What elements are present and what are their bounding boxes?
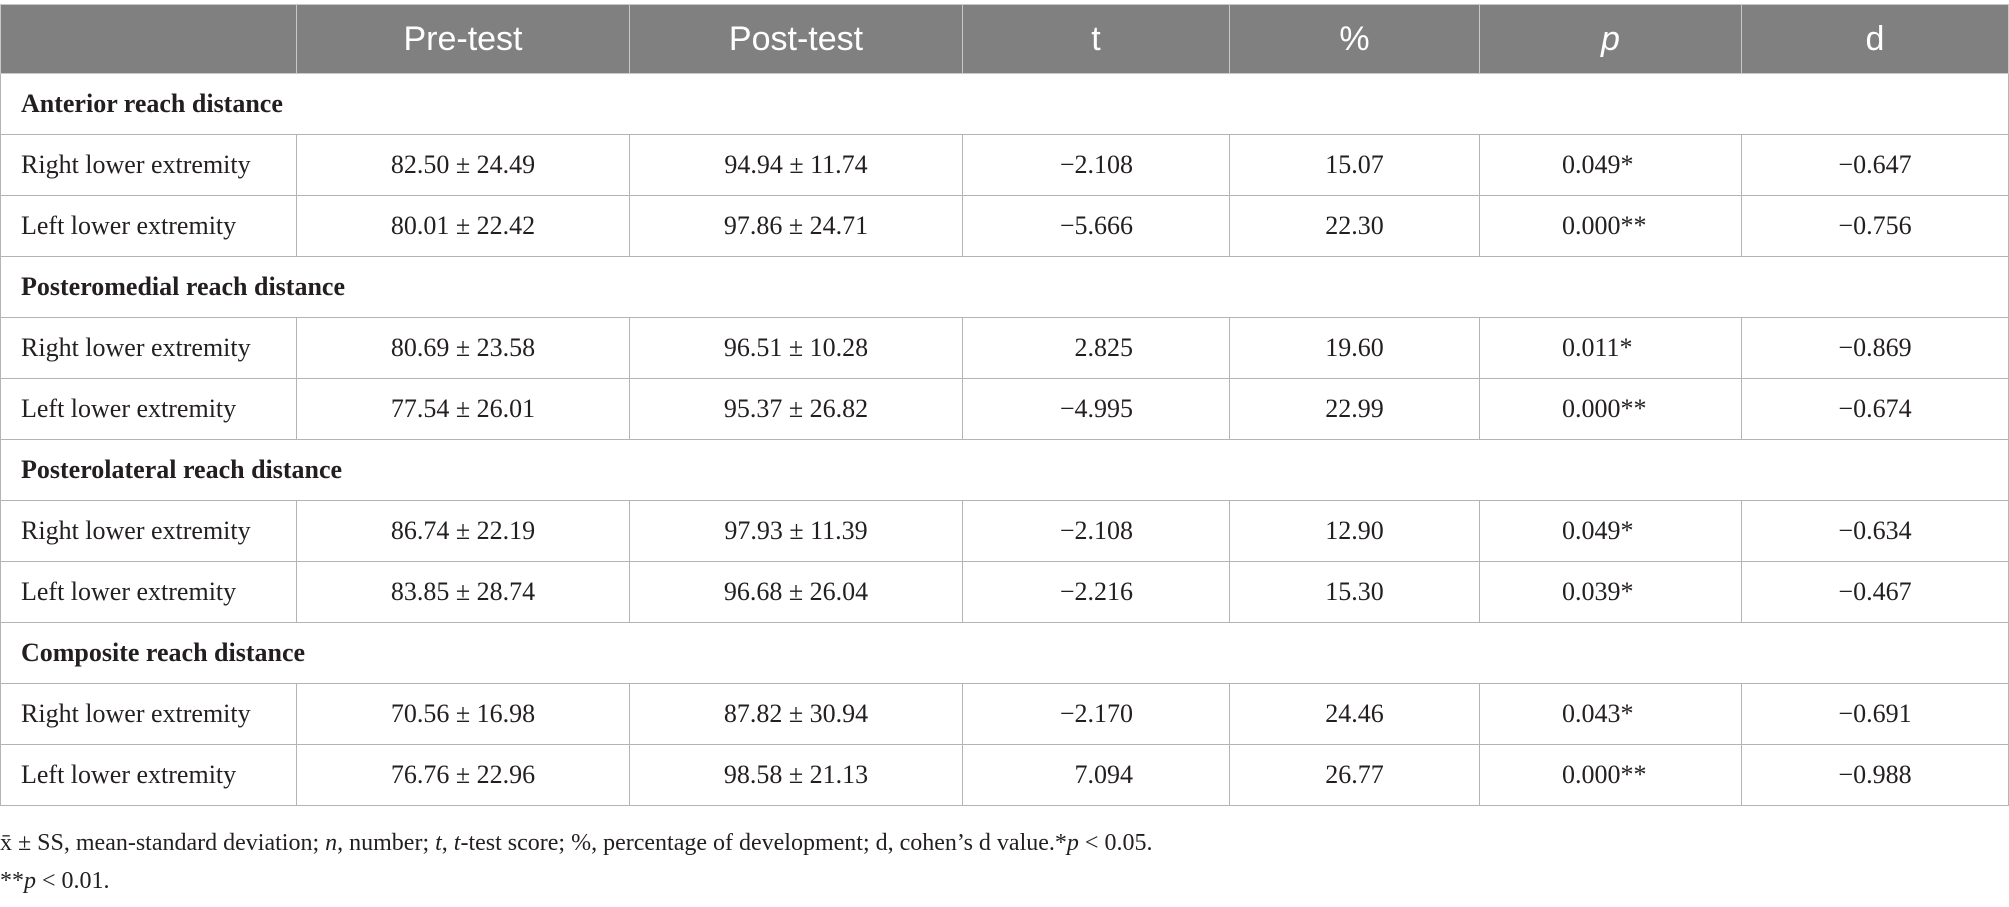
p-cell: 0.000** [1479, 195, 1742, 257]
header-d: d [1741, 4, 2009, 74]
d-cell: −0.988 [1741, 744, 2009, 806]
section-row: Composite reach distance [0, 622, 2009, 684]
pre-test-cell: 83.85 ± 28.74 [296, 561, 630, 623]
d-cell: −0.756 [1741, 195, 2009, 257]
d-cell: −0.869 [1741, 317, 2009, 379]
row-label: Left lower extremity [0, 744, 297, 806]
header-empty [0, 4, 297, 74]
d-cell: −0.647 [1741, 134, 2009, 196]
footnote-italic-n: n [325, 830, 338, 856]
row-label: Right lower extremity [0, 500, 297, 562]
percent-cell: 26.77 [1229, 744, 1480, 806]
p-cell: 0.000** [1479, 378, 1742, 440]
section-row: Posteromedial reach distance [0, 256, 2009, 318]
post-test-cell: 97.93 ± 11.39 [629, 500, 963, 562]
header-p: p [1479, 4, 1742, 74]
t-cell: 7.094 [962, 744, 1230, 806]
header-post-test: Post-test [629, 4, 963, 74]
footnote-text: < 0.05. [1078, 830, 1153, 856]
t-cell: −4.995 [962, 378, 1230, 440]
footnote-italic-p: p [24, 868, 36, 894]
percent-cell: 12.90 [1229, 500, 1480, 562]
row-label: Right lower extremity [0, 317, 297, 379]
footnote-italic-p: p [1066, 830, 1079, 856]
d-cell: −0.467 [1741, 561, 2009, 623]
table-row: Left lower extremity 83.85 ± 28.74 96.68… [0, 561, 2009, 623]
row-label: Left lower extremity [0, 195, 297, 257]
section-title: Posterolateral reach distance [0, 439, 2009, 501]
percent-cell: 22.99 [1229, 378, 1480, 440]
table-row: Right lower extremity 82.50 ± 24.49 94.9… [0, 134, 2009, 196]
t-cell: −5.666 [962, 195, 1230, 257]
p-cell: 0.039* [1479, 561, 1742, 623]
d-cell: −0.691 [1741, 683, 2009, 745]
pre-test-cell: 70.56 ± 16.98 [296, 683, 630, 745]
table-row: Right lower extremity 80.69 ± 23.58 96.5… [0, 317, 2009, 379]
footnote-italic-t: t [453, 830, 461, 856]
t-cell: 2.825 [962, 317, 1230, 379]
d-cell: −0.634 [1741, 500, 2009, 562]
t-cell: −2.108 [962, 134, 1230, 196]
footnote-text: , [441, 830, 454, 856]
p-cell: 0.049* [1479, 500, 1742, 562]
footnote-italic-t: t [435, 830, 442, 856]
pre-test-cell: 86.74 ± 22.19 [296, 500, 630, 562]
pre-test-cell: 80.01 ± 22.42 [296, 195, 630, 257]
section-row: Posterolateral reach distance [0, 439, 2009, 501]
table-footnote-2: **p < 0.01. [0, 868, 110, 895]
footnote-text: x̄ ± SS, mean-standard deviation; [0, 830, 326, 856]
footnote-text: ** [0, 868, 24, 894]
header-t: t [962, 4, 1230, 74]
t-cell: −2.170 [962, 683, 1230, 745]
table-row: Right lower extremity 86.74 ± 22.19 97.9… [0, 500, 2009, 562]
post-test-cell: 87.82 ± 30.94 [629, 683, 963, 745]
t-cell: −2.108 [962, 500, 1230, 562]
results-table: Pre-test Post-test t % p d Anterior reac… [0, 4, 2009, 806]
footnote-text: < 0.01. [36, 868, 110, 894]
post-test-cell: 94.94 ± 11.74 [629, 134, 963, 196]
post-test-cell: 96.68 ± 26.04 [629, 561, 963, 623]
row-label: Left lower extremity [0, 561, 297, 623]
pre-test-cell: 77.54 ± 26.01 [296, 378, 630, 440]
t-cell: −2.216 [962, 561, 1230, 623]
post-test-cell: 97.86 ± 24.71 [629, 195, 963, 257]
percent-cell: 15.30 [1229, 561, 1480, 623]
pre-test-cell: 76.76 ± 22.96 [296, 744, 630, 806]
p-cell: 0.049* [1479, 134, 1742, 196]
header-pre-test: Pre-test [296, 4, 630, 74]
table-row: Left lower extremity 80.01 ± 22.42 97.86… [0, 195, 2009, 257]
row-label: Left lower extremity [0, 378, 297, 440]
row-label: Right lower extremity [0, 134, 297, 196]
section-title: Composite reach distance [0, 622, 2009, 684]
section-title: Posteromedial reach distance [0, 256, 2009, 318]
post-test-cell: 96.51 ± 10.28 [629, 317, 963, 379]
percent-cell: 24.46 [1229, 683, 1480, 745]
d-cell: −0.674 [1741, 378, 2009, 440]
p-cell: 0.043* [1479, 683, 1742, 745]
table-row: Right lower extremity 70.56 ± 16.98 87.8… [0, 683, 2009, 745]
table-row: Left lower extremity 77.54 ± 26.01 95.37… [0, 378, 2009, 440]
table-footnote: x̄ ± SS, mean-standard deviation; n, num… [0, 830, 1152, 857]
pre-test-cell: 80.69 ± 23.58 [296, 317, 630, 379]
header-percent: % [1229, 4, 1480, 74]
p-cell: 0.000** [1479, 744, 1742, 806]
footnote-text: -test score; %, percentage of developmen… [460, 830, 1067, 856]
post-test-cell: 95.37 ± 26.82 [629, 378, 963, 440]
percent-cell: 15.07 [1229, 134, 1480, 196]
percent-cell: 22.30 [1229, 195, 1480, 257]
p-cell: 0.011* [1479, 317, 1742, 379]
section-title: Anterior reach distance [0, 73, 2009, 135]
footnote-text: , number; [337, 830, 436, 856]
row-label: Right lower extremity [0, 683, 297, 745]
table-header-row: Pre-test Post-test t % p d [0, 4, 2009, 74]
table-row: Left lower extremity 76.76 ± 22.96 98.58… [0, 744, 2009, 806]
section-row: Anterior reach distance [0, 73, 2009, 135]
percent-cell: 19.60 [1229, 317, 1480, 379]
pre-test-cell: 82.50 ± 24.49 [296, 134, 630, 196]
post-test-cell: 98.58 ± 21.13 [629, 744, 963, 806]
